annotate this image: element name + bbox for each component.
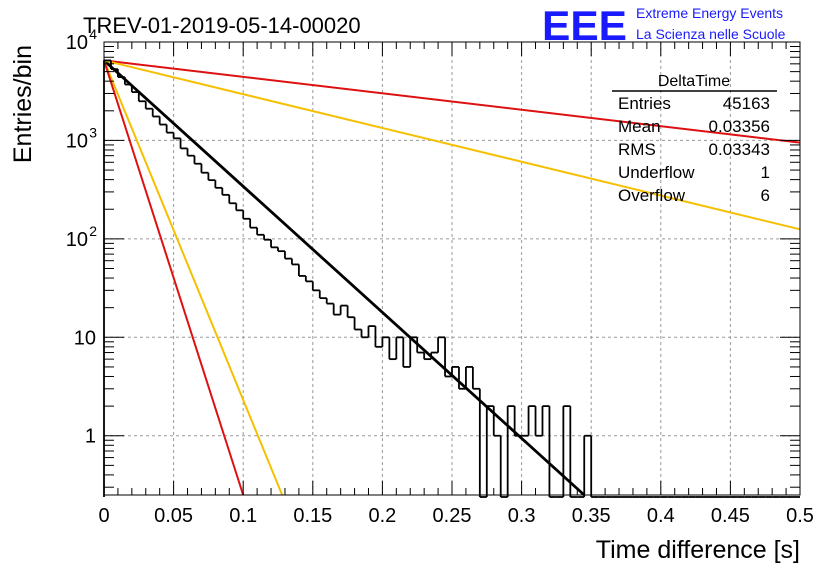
stats-label: Overflow xyxy=(618,186,686,205)
y-tick-label: 10 xyxy=(66,130,88,152)
fit-line-5 xyxy=(103,60,245,496)
fit-line-1 xyxy=(103,59,586,497)
x-tick-label: 0 xyxy=(98,505,109,527)
fit-line-2 xyxy=(103,59,801,144)
y-tick-exponent: 3 xyxy=(89,124,97,140)
x-tick-label: 0.1 xyxy=(229,505,257,527)
logo-line2: La Scienza nelle Scuole xyxy=(636,26,786,42)
x-tick-labels: 0 0.05 0.1 0.15 0.2 0.25 0.3 0.35 0.4 0.45 0.5 xyxy=(98,505,813,527)
y-tick-label: 10 xyxy=(74,327,96,349)
stats-box: DeltaTime Entries 45163 Mean 0.03356 RMS 0.03… xyxy=(612,73,777,205)
stats-label: Mean xyxy=(618,117,661,136)
eee-logo: EEE Extreme Energy Events La Scienza nel… xyxy=(542,2,786,49)
stats-label: Entries xyxy=(618,94,671,113)
x-tick-label: 0.05 xyxy=(154,505,193,527)
fit-line-3 xyxy=(103,59,801,231)
x-tick-label: 0.3 xyxy=(508,505,536,527)
x-tick-label: 0.45 xyxy=(711,505,750,527)
y-tick-exponent: 4 xyxy=(89,26,97,42)
fit-lines xyxy=(103,59,801,497)
y-tick-label: 10 xyxy=(66,32,88,54)
stats-value: 0.03343 xyxy=(709,140,770,159)
x-axis-label: Time difference [s] xyxy=(596,536,800,564)
stats-title: DeltaTime xyxy=(658,73,730,90)
logo-mark: EEE xyxy=(542,2,627,49)
y-tick-label: 10 xyxy=(66,229,88,251)
stats-value: 6 xyxy=(761,186,770,205)
fit-line-4 xyxy=(103,60,284,496)
y-axis-label: Entries/bin xyxy=(9,45,37,163)
x-tick-label: 0.25 xyxy=(433,505,472,527)
stats-value: 1 xyxy=(761,163,770,182)
stats-rows: Entries 45163 Mean 0.03356 RMS 0.03343 Underfl… xyxy=(618,94,770,205)
axis-ticks xyxy=(103,41,801,495)
grid xyxy=(104,41,800,495)
stats-label: Underflow xyxy=(618,163,695,182)
x-tick-label: 0.4 xyxy=(647,505,675,527)
histogram-bars xyxy=(103,59,800,498)
chart-title: TREV-01-2019-05-14-00020 xyxy=(83,13,361,38)
y-tick-exponent: 2 xyxy=(89,223,97,239)
stats-value: 45163 xyxy=(723,94,770,113)
x-tick-label: 0.35 xyxy=(572,505,611,527)
stats-label: RMS xyxy=(618,140,656,159)
x-tick-label: 0.15 xyxy=(293,505,332,527)
y-tick-label: 1 xyxy=(85,426,96,448)
stats-value: 0.03356 xyxy=(709,117,770,136)
x-tick-label: 0.2 xyxy=(368,505,396,527)
logo-line1: Extreme Energy Events xyxy=(636,5,783,21)
x-tick-label: 0.5 xyxy=(786,505,814,527)
